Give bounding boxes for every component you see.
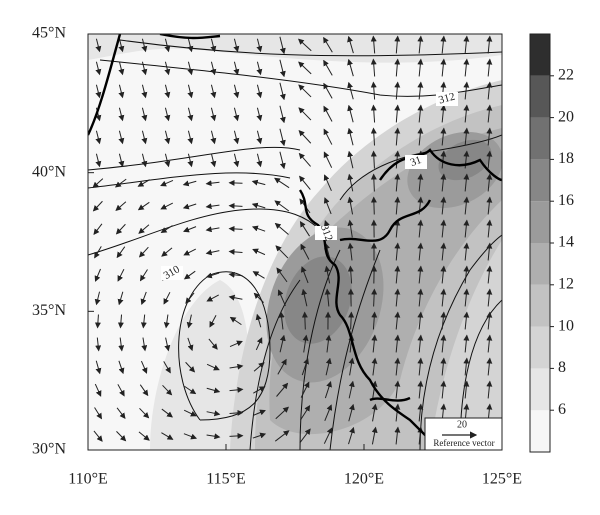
colorbar-tick-label: 8 [558, 359, 566, 376]
colorbar-band [530, 34, 550, 76]
wind-arrow [374, 198, 375, 215]
colorbar-tick-label: 14 [558, 234, 574, 251]
colorbar-tick-label: 6 [558, 401, 566, 418]
colorbar-tick-label: 22 [558, 66, 574, 83]
colorbar-band [530, 368, 550, 410]
colorbar-band [530, 327, 550, 369]
x-tick-label: 120°E [344, 471, 384, 488]
y-tick-label: 45°N [32, 25, 66, 42]
y-tick-label: 30°N [32, 441, 66, 458]
reference-box: 20 Reference vector [425, 418, 502, 450]
wind-arrow [305, 313, 306, 330]
colorbar-band [530, 201, 550, 243]
y-tick-label: 40°N [32, 163, 66, 180]
reference-value: 20 [457, 419, 467, 430]
y-tick-label: 35°N [32, 302, 66, 319]
colorbar-band [530, 118, 550, 160]
colorbar-band [530, 76, 550, 118]
colorbar-tick-label: 12 [558, 275, 574, 292]
wind-arrow [230, 183, 243, 184]
colorbar-band [530, 243, 550, 285]
x-tick-label: 110°E [68, 471, 108, 488]
colorbar-tick-label: 10 [558, 317, 574, 334]
reference-label: Reference vector [433, 438, 494, 448]
colorbar-band [530, 410, 550, 452]
colorbar-tick-label: 20 [558, 108, 574, 125]
wind-arrow [230, 206, 243, 207]
colorbar-tick-label: 16 [558, 192, 574, 209]
colorbar-band [530, 285, 550, 327]
colorbar-band [530, 159, 550, 201]
colorbar-tick-label: 18 [558, 150, 574, 167]
x-tick-label: 125°E [482, 471, 522, 488]
x-tick-label: 115°E [206, 471, 246, 488]
